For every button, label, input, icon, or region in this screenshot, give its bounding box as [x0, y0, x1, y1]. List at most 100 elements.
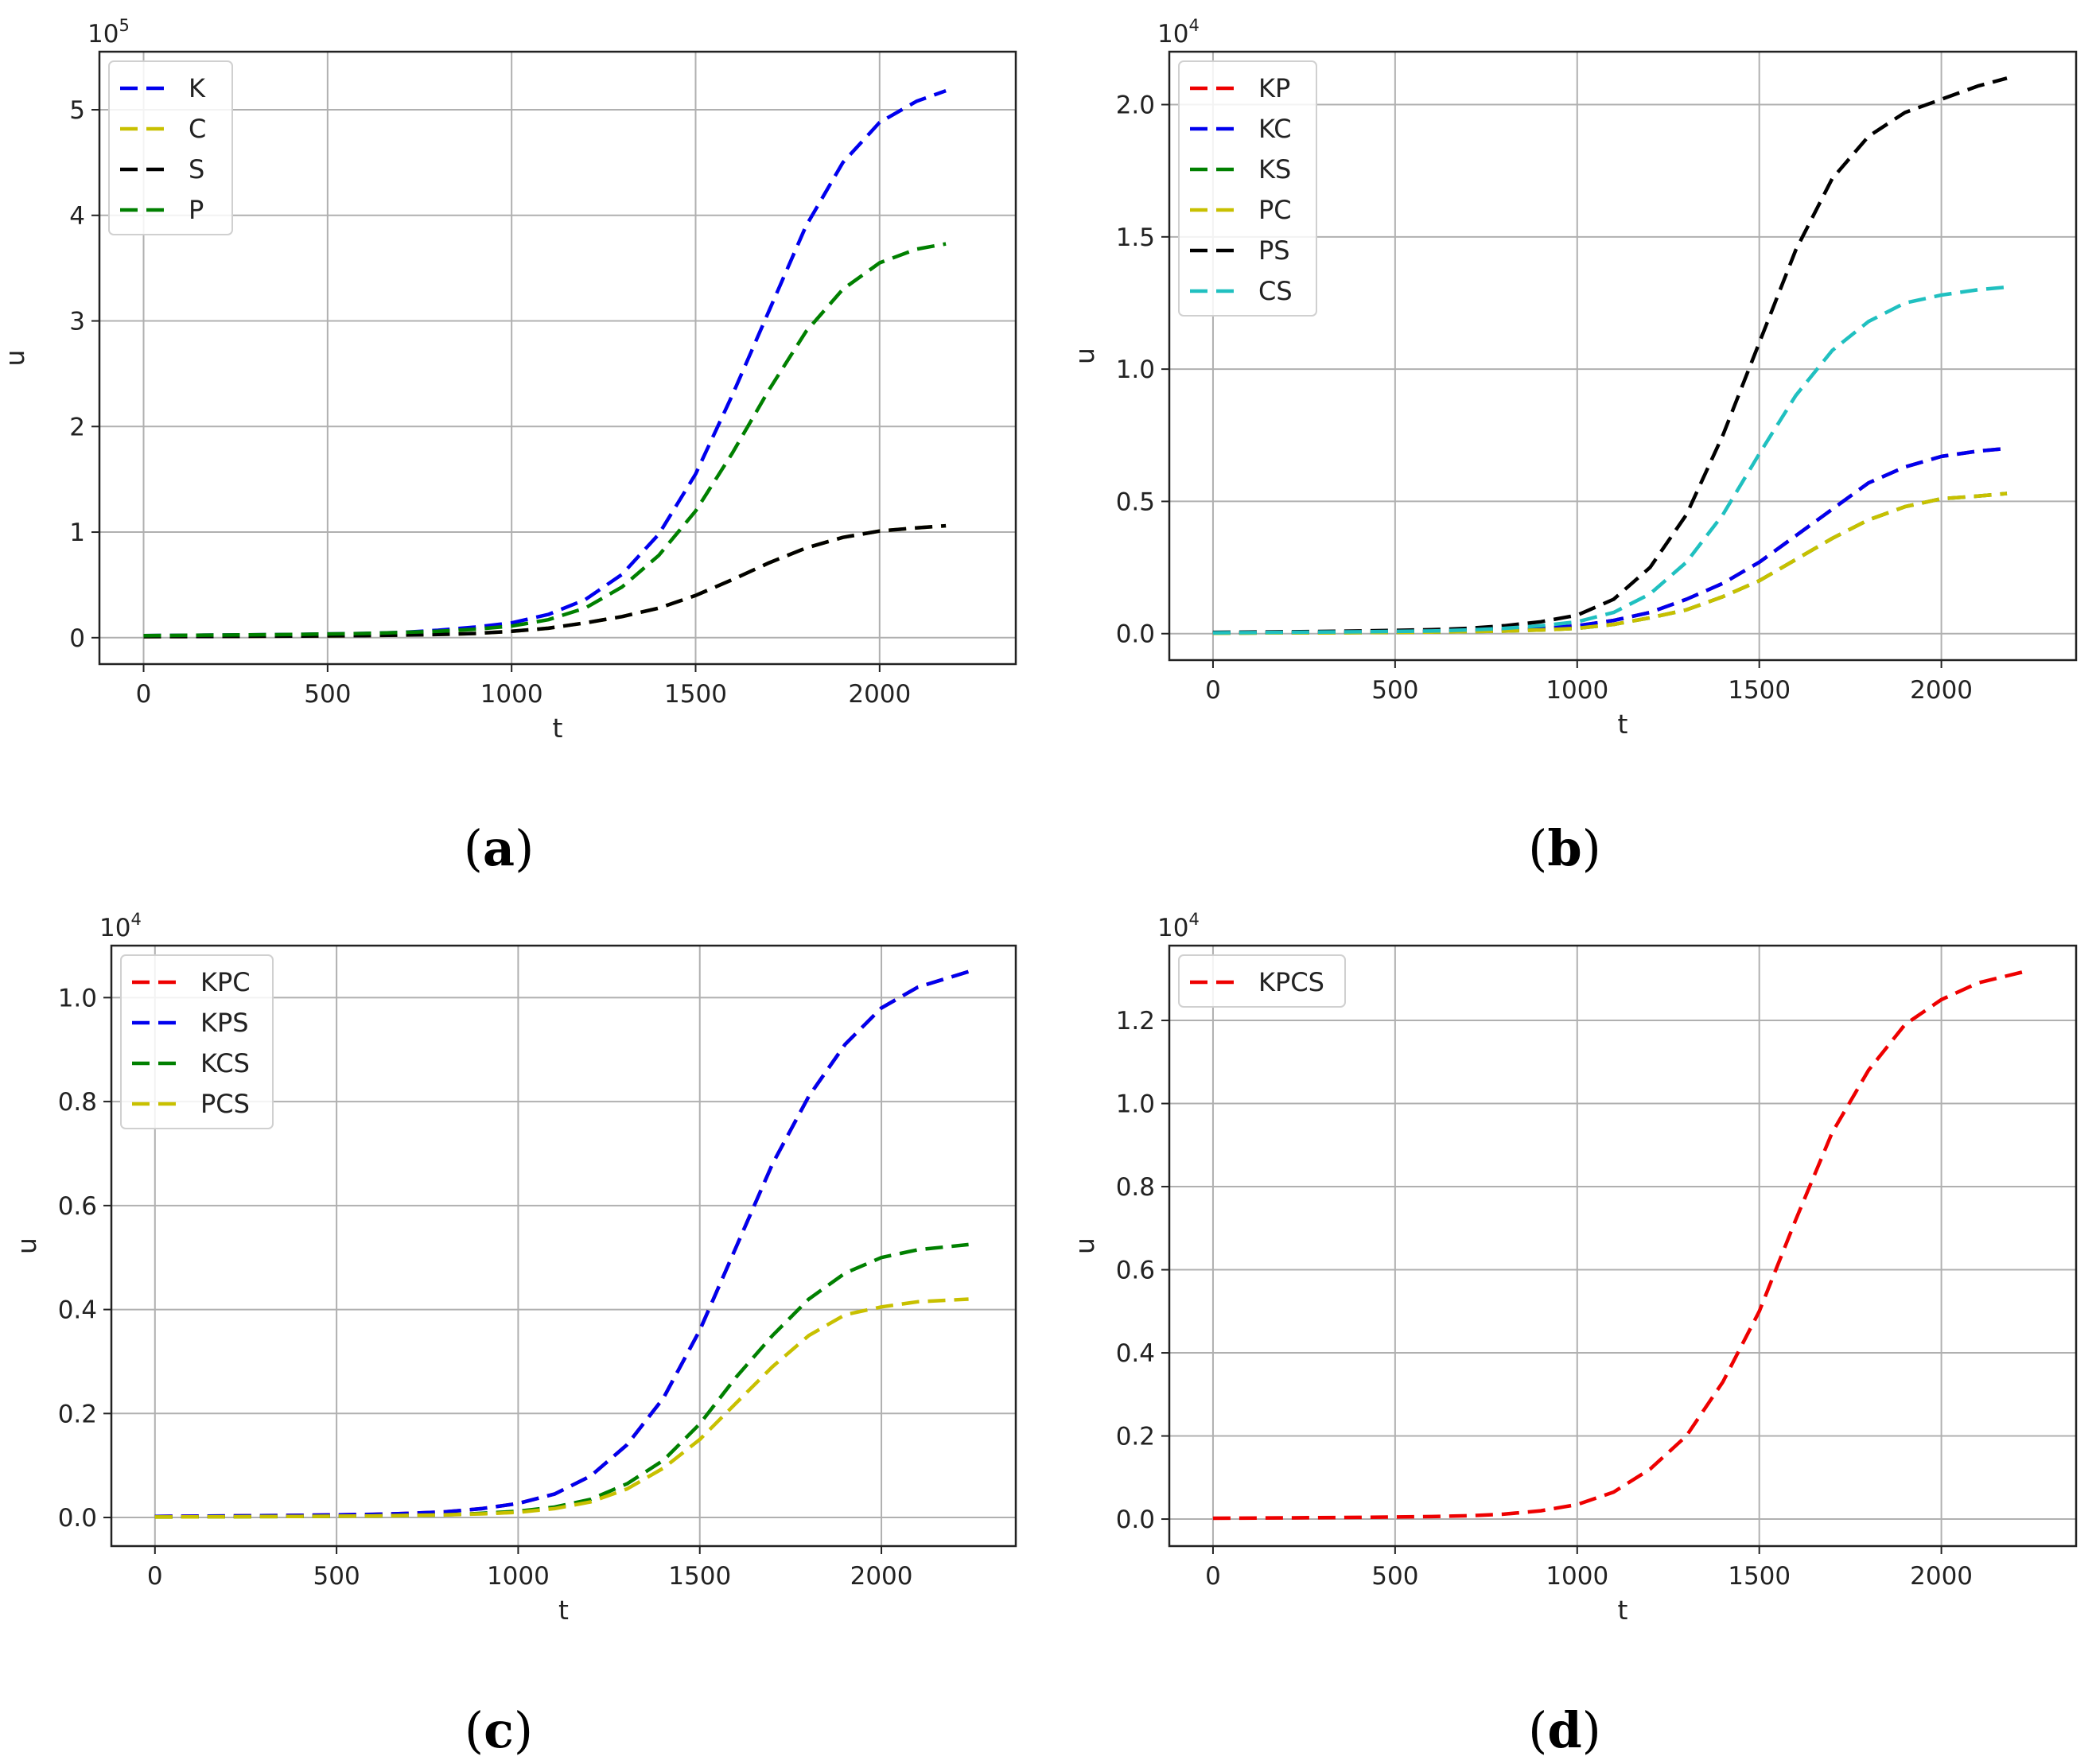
- legend-label-K: K: [189, 73, 206, 103]
- y-tick-label: 1.2: [1116, 1007, 1155, 1035]
- x-tick-label: 2000: [1910, 1562, 1973, 1591]
- legend-box: [120, 954, 274, 1129]
- x-tick-label: 1000: [1546, 1562, 1608, 1591]
- y-axis-label: u: [1069, 1238, 1100, 1254]
- y-axis-label: u: [11, 1238, 42, 1254]
- x-axis-label: t: [1618, 1595, 1628, 1626]
- series-line-KC: [1212, 446, 2008, 635]
- legend-label-S: S: [189, 154, 204, 185]
- chart-c: 0 500 1000 1500 2000 0.0 0.2 0.4 0.6 0.8 1.0 t u 104 K…: [11, 910, 1017, 1626]
- axes-frame: [98, 50, 1017, 666]
- y-tick-label: 1.0: [1116, 356, 1155, 384]
- legend-label-KCS: KCS: [200, 1048, 250, 1078]
- y-tick-label: 1.5: [1116, 223, 1155, 252]
- caption-b: (b): [1528, 819, 1601, 877]
- y-tick-label: 0.5: [1116, 488, 1155, 516]
- x-tick-label: 0: [1205, 1562, 1221, 1591]
- x-tick-label: 500: [304, 680, 351, 709]
- y-tick-label: 2.0: [1116, 91, 1155, 120]
- series-line-K: [143, 88, 947, 638]
- y-tick-label: 1.0: [1116, 1090, 1155, 1119]
- legend-label-KC: KC: [1258, 114, 1292, 144]
- series-line-CS: [1212, 285, 2008, 635]
- y-tick-label: 0.4: [1116, 1339, 1155, 1368]
- axes-frame: [1168, 944, 2078, 1548]
- legend-box: [108, 60, 233, 235]
- y-tick-label: 0.8: [1116, 1173, 1155, 1202]
- y-tick-label: 4: [69, 202, 85, 231]
- x-tick-label: 0: [136, 680, 152, 709]
- legend-label-C: C: [189, 114, 206, 144]
- x-tick-label: 0: [147, 1562, 163, 1591]
- chart-d: 0 500 1000 1500 2000 0.0 0.2 0.4 0.6 0.8 1.0 1.2 t u 1…: [1069, 910, 2078, 1626]
- x-tick-label: 2000: [1910, 676, 1973, 705]
- caption-d: (d): [1528, 1701, 1601, 1759]
- y-tick-label: 1: [69, 519, 85, 547]
- scale-factor-label: 104: [1157, 16, 1200, 49]
- x-tick-label: 2000: [850, 1562, 913, 1591]
- legend-label-CS: CS: [1258, 276, 1293, 306]
- panel-c: 0 500 1000 1500 2000 0.0 0.2 0.4 0.6 0.8 1.0 t u 104 K…: [0, 882, 1048, 1764]
- y-tick-label: 0.2: [58, 1400, 97, 1428]
- series-line-S: [143, 523, 947, 639]
- series-line-KCS: [154, 1242, 969, 1519]
- y-tick-label: 2: [69, 413, 85, 441]
- x-tick-label: 2000: [848, 680, 911, 709]
- series-line-KPS: [154, 969, 970, 1518]
- legend-label-KPS: KPS: [200, 1008, 249, 1038]
- legend-b: KP KC KS PC PS CS: [1178, 60, 1317, 317]
- x-tick-label: 1000: [1546, 676, 1608, 705]
- legend-label-PS: PS: [1258, 235, 1290, 266]
- x-axis-label: t: [553, 713, 563, 744]
- x-tick-label: 500: [1371, 676, 1418, 705]
- x-tick-label: 1500: [664, 680, 727, 709]
- axes-frame: [1168, 50, 2078, 662]
- y-tick-label: 3: [69, 308, 85, 336]
- series-line-P: [143, 242, 947, 638]
- x-tick-label: 500: [313, 1562, 360, 1591]
- legend-label-KP: KP: [1258, 73, 1290, 103]
- panel-d: 0 500 1000 1500 2000 0.0 0.2 0.4 0.6 0.8 1.0 1.2 t u 1…: [1048, 882, 2096, 1764]
- grid-a: [99, 52, 1016, 664]
- scale-factor-label: 104: [1157, 910, 1200, 942]
- x-tick-label: 500: [1371, 1562, 1418, 1591]
- legend-label-KPCS: KPCS: [1258, 967, 1324, 997]
- grid-d: [1169, 946, 2076, 1546]
- legend-box: [1178, 954, 1346, 1008]
- y-tick-label: 0.0: [1116, 620, 1155, 649]
- x-tick-label: 1000: [487, 1562, 550, 1591]
- y-tick-label: 0.6: [1116, 1257, 1155, 1285]
- scale-factor-label: 105: [87, 16, 130, 49]
- y-tick-label: 0.6: [58, 1192, 97, 1221]
- legend-c: KPC KPS KCS PCS: [120, 954, 274, 1129]
- axes-frame: [110, 944, 1017, 1548]
- caption-c: (c): [464, 1701, 534, 1759]
- legend-d: KPCS: [1178, 954, 1346, 1008]
- series-line-PCS: [154, 1297, 969, 1519]
- legend-label-P: P: [189, 195, 204, 225]
- series-line-PS: [1212, 76, 2008, 635]
- series-line-KPC: [154, 969, 970, 1518]
- y-axis-label: u: [0, 350, 30, 367]
- x-axis-label: t: [558, 1595, 569, 1626]
- x-axis-label: t: [1618, 709, 1628, 740]
- y-tick-label: 0.2: [1116, 1423, 1155, 1451]
- x-tick-label: 1500: [1728, 676, 1791, 705]
- scale-factor-label: 104: [99, 910, 142, 942]
- legend-label-KPC: KPC: [200, 967, 251, 997]
- y-tick-label: 0.8: [58, 1088, 97, 1117]
- y-tick-label: 0.0: [1116, 1506, 1155, 1534]
- y-tick-label: 0: [69, 624, 85, 653]
- x-tick-label: 0: [1205, 676, 1221, 705]
- y-axis-label: u: [1069, 348, 1100, 364]
- legend-box: [1178, 60, 1317, 317]
- caption-a: (a): [463, 819, 535, 877]
- series-line-KPCS: [1212, 969, 2030, 1521]
- y-tick-label: 1.0: [58, 984, 97, 1012]
- legend-label-PC: PC: [1258, 195, 1292, 225]
- y-tick-label: 0.0: [58, 1504, 97, 1533]
- panel-a: 0 500 1000 1500 2000 0 1 2 3 4 5 t u 105 K C S P (a): [0, 0, 1048, 882]
- y-tick-label: 5: [69, 96, 85, 125]
